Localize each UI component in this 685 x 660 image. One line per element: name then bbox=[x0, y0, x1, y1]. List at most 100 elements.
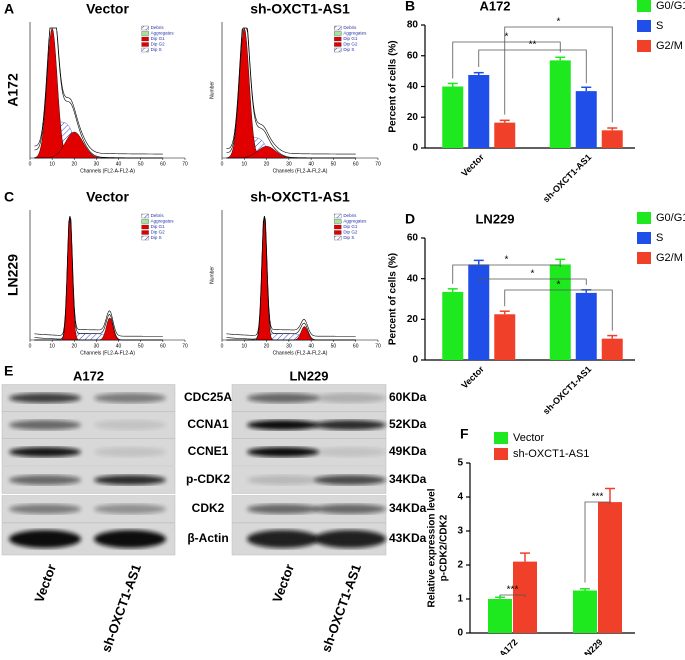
x-tick-label: 40 bbox=[116, 161, 122, 167]
x-tick-label: 60 bbox=[160, 161, 166, 167]
x-tick-label: Vector bbox=[459, 152, 486, 179]
chart-title: Vector bbox=[86, 1, 129, 17]
bar bbox=[468, 74, 490, 148]
envelope bbox=[34, 215, 163, 337]
legend-swatch bbox=[637, 252, 651, 264]
significance-bracket bbox=[504, 289, 613, 331]
legend-swatch bbox=[141, 31, 149, 36]
bar bbox=[442, 291, 464, 360]
blot-band bbox=[314, 475, 386, 485]
legend-label: Aggregates bbox=[343, 31, 367, 36]
blot-band bbox=[94, 504, 166, 514]
legend-label: S bbox=[656, 20, 663, 32]
x-tick-label: 50 bbox=[331, 161, 337, 167]
size-label: 60KDa bbox=[389, 390, 427, 404]
significance-bracket bbox=[499, 594, 526, 597]
significance-label: * bbox=[505, 32, 509, 43]
legend-swatch bbox=[334, 31, 342, 36]
x-tick-label: 30 bbox=[286, 161, 292, 167]
legend-label: Dip G1 bbox=[343, 36, 358, 41]
y-tick-label: 60 bbox=[407, 50, 419, 61]
g1-peak bbox=[34, 27, 163, 159]
x-tick-label: 60 bbox=[353, 161, 359, 167]
bar bbox=[494, 314, 516, 360]
x-tick-label: 60 bbox=[353, 343, 359, 349]
x-axis-label: Channels (FL2-A-FL2-A) bbox=[80, 168, 135, 174]
x-tick-label: A172 bbox=[497, 637, 519, 655]
blot-band bbox=[94, 393, 166, 403]
x-tick-label: Vector bbox=[459, 364, 486, 391]
legend-swatch bbox=[637, 20, 651, 32]
bar bbox=[442, 86, 464, 148]
legend-swatch bbox=[334, 213, 342, 219]
legend-swatch bbox=[494, 432, 508, 444]
x-tick-label: 0 bbox=[221, 161, 224, 167]
g1-peak bbox=[226, 27, 356, 159]
panel-label: A bbox=[4, 1, 14, 17]
envelope bbox=[34, 215, 163, 341]
legend-swatch bbox=[141, 25, 149, 31]
legend-label: Dip G2 bbox=[151, 230, 166, 235]
protein-label: p-CDK2 bbox=[186, 472, 230, 486]
significance-label: * bbox=[531, 269, 535, 280]
x-tick-label: 40 bbox=[308, 161, 314, 167]
y-tick-label: 5 bbox=[457, 458, 463, 469]
blot-band bbox=[314, 530, 386, 548]
significance-label: ** bbox=[529, 40, 537, 51]
legend-label: Dip G1 bbox=[151, 36, 166, 41]
protein-label: CDK2 bbox=[192, 501, 225, 515]
y-tick-label: 4 bbox=[457, 492, 463, 503]
row-label: A172 bbox=[5, 73, 21, 107]
legend-swatch bbox=[334, 47, 342, 53]
significance-label: * bbox=[505, 255, 509, 266]
x-tick-label: 20 bbox=[72, 161, 78, 167]
x-tick-label: 70 bbox=[375, 343, 381, 349]
bar bbox=[575, 292, 597, 360]
y-tick-label: 40 bbox=[407, 81, 419, 92]
blot-band bbox=[247, 447, 319, 457]
significance-bracket bbox=[584, 501, 611, 583]
envelope bbox=[34, 27, 163, 155]
legend-label: G0/G1 bbox=[656, 212, 685, 224]
significance-label: *** bbox=[592, 492, 604, 503]
panel-label: B bbox=[405, 0, 415, 14]
blot-band bbox=[94, 475, 166, 485]
x-tick-label: LN229 bbox=[578, 637, 604, 655]
panel-label: F bbox=[460, 426, 469, 442]
x-tick-label: 40 bbox=[308, 343, 314, 349]
y-tick-label: 3 bbox=[457, 526, 463, 537]
significance-bracket bbox=[504, 26, 613, 123]
y-tick-label: 0 bbox=[457, 628, 463, 639]
blot-band bbox=[247, 530, 319, 548]
bar bbox=[573, 590, 597, 633]
bar bbox=[494, 122, 516, 148]
blot-band bbox=[94, 530, 166, 548]
cell-line-label: A172 bbox=[73, 368, 104, 383]
size-label: 49KDa bbox=[389, 444, 427, 458]
legend-label: G2/M bbox=[656, 40, 683, 52]
legend-swatch bbox=[141, 230, 149, 235]
x-tick-label: 20 bbox=[264, 161, 270, 167]
significance-bracket bbox=[452, 264, 561, 284]
legend-swatch bbox=[637, 0, 651, 12]
bar bbox=[488, 599, 512, 633]
x-axis-label: Channels (FL2-A-FL2-A) bbox=[80, 350, 135, 356]
y-tick-label: 2 bbox=[457, 560, 463, 571]
blot-band bbox=[314, 420, 386, 430]
x-tick-label: 10 bbox=[242, 343, 248, 349]
legend-swatch bbox=[637, 232, 651, 244]
blot-band bbox=[9, 447, 81, 457]
y-tick-label: 20 bbox=[407, 112, 419, 123]
legend-swatch bbox=[494, 448, 508, 460]
legend-swatch bbox=[141, 235, 149, 241]
x-tick-label: 30 bbox=[94, 343, 100, 349]
cell-line-label: LN229 bbox=[289, 368, 328, 383]
y-tick-label: 20 bbox=[407, 314, 419, 325]
x-tick-label: sh-OXCT1-AS1 bbox=[541, 364, 593, 416]
lane-label: sh-OXCT1-AS1 bbox=[318, 562, 364, 654]
chart-title: Vector bbox=[86, 189, 129, 205]
legend-label: Dip G2 bbox=[343, 42, 358, 47]
legend-label: Debris bbox=[343, 25, 357, 30]
legend-label: G2/M bbox=[656, 252, 683, 264]
